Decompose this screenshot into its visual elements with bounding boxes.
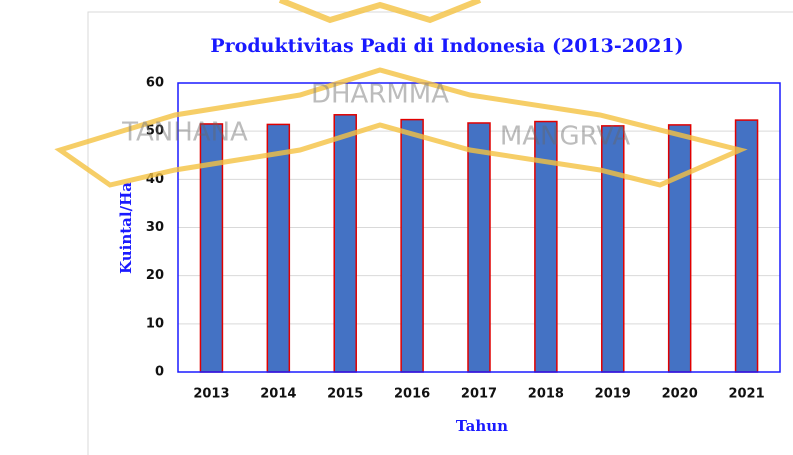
bar [601,125,625,373]
y-tick-label: 20 [146,268,164,283]
x-tick-label: 2018 [528,387,564,402]
x-tick-label: 2013 [193,387,229,402]
y-tick-label: 10 [146,316,164,331]
x-tick-label: 2016 [394,387,430,402]
y-tick-label: 30 [146,220,164,235]
chart-title: Produktivitas Padi di Indonesia (2013-20… [210,35,683,57]
plot-border [177,82,781,373]
bar [467,122,491,373]
x-tick-label: 2020 [662,387,698,402]
bar [333,114,357,373]
y-tick-label: 60 [146,76,164,91]
x-tick-label: 2017 [461,387,497,402]
y-tick-label: 0 [155,365,164,380]
bar [734,119,759,373]
bar [266,123,291,373]
watermark-crest [278,0,482,24]
y-tick-label: 50 [146,124,164,139]
x-tick-label: 2015 [327,387,363,402]
watermark-text: MANGRVA [500,122,631,152]
watermark: TANHANA DHARMMA MANGRVA [54,0,748,188]
bar [667,124,692,373]
x-tick-label: 2021 [728,387,764,402]
bar [400,118,424,373]
watermark-ribbon [54,67,748,188]
y-axis-label: Kuintal/Ha [117,182,135,274]
x-tick-label: 2019 [595,387,631,402]
watermark-text: TANHANA [121,118,248,148]
watermark-text: DHARMMA [311,80,449,110]
x-axis-label: Tahun [456,417,508,435]
x-tick-label: 2014 [260,387,296,402]
